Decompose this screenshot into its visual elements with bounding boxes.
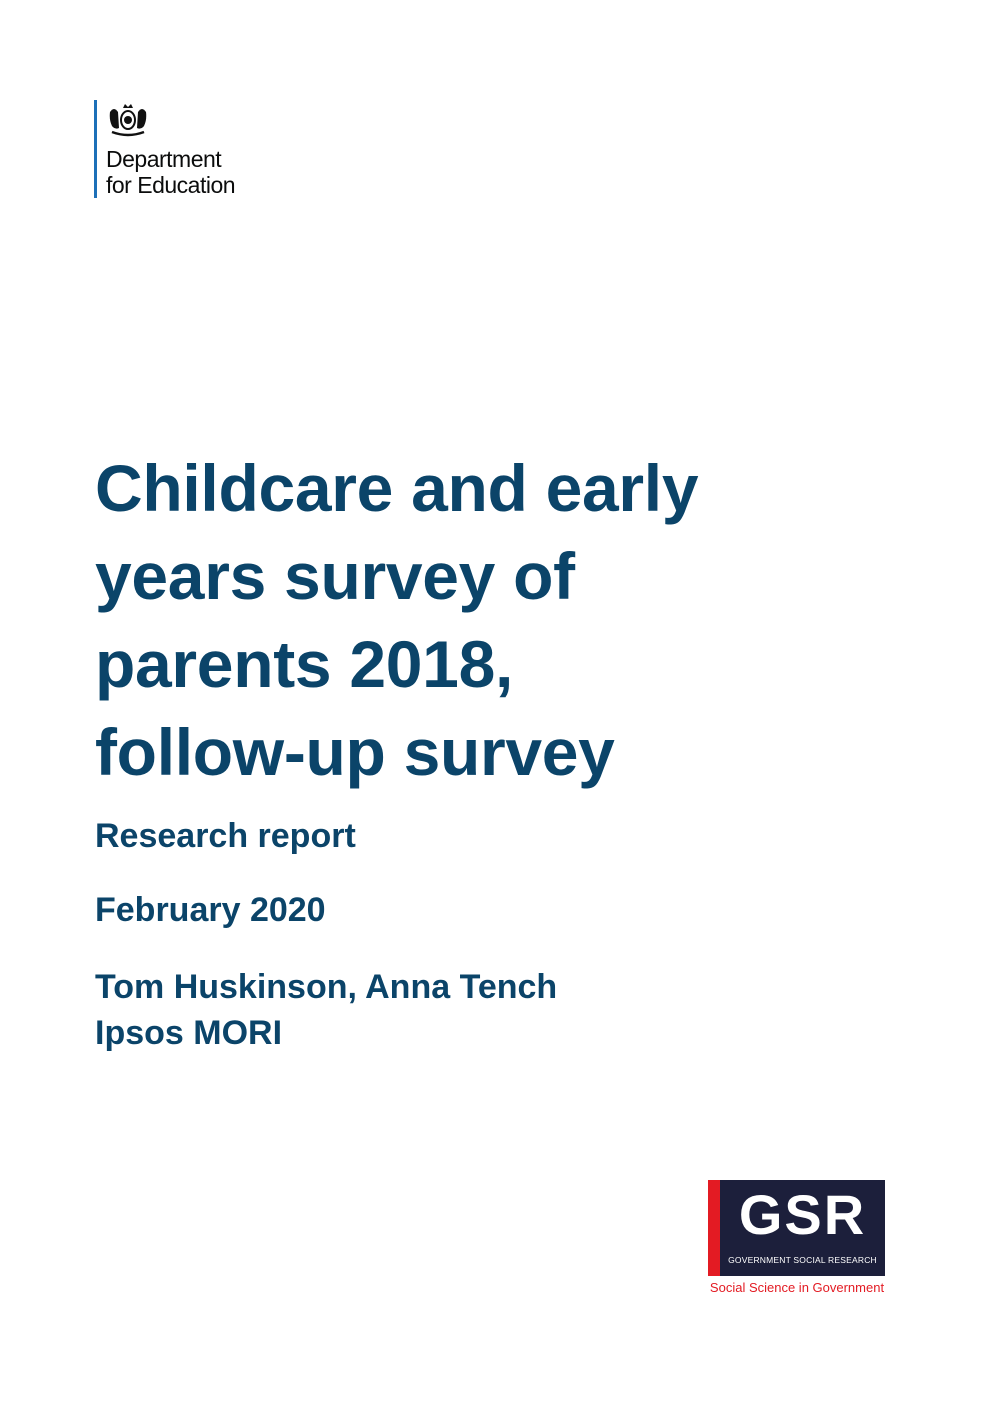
department-for-education-logo: Department for Education — [94, 100, 294, 200]
royal-coat-of-arms-icon — [109, 104, 147, 137]
gsr-logo-box: GSR GOVERNMENT SOCIAL RESEARCH — [720, 1180, 885, 1276]
title-line: years survey of — [95, 539, 575, 613]
gsr-red-accent — [708, 1180, 720, 1276]
gsr-logo: GSR GOVERNMENT SOCIAL RESEARCH Social Sc… — [708, 1180, 886, 1300]
department-name-line2: for Education — [106, 172, 236, 198]
title-line: parents 2018, — [95, 627, 514, 701]
department-name: Department for Education — [106, 146, 236, 198]
publication-date: February 2020 — [95, 891, 326, 929]
title-line: follow-up survey — [95, 715, 615, 789]
gsr-subtitle: GOVERNMENT SOCIAL RESEARCH — [728, 1255, 877, 1265]
author-organisation: Ipsos MORI — [95, 1014, 283, 1052]
report-type: Research report — [95, 817, 356, 855]
report-title: Childcare and early years survey of pare… — [95, 444, 895, 796]
department-name-line1: Department — [106, 146, 222, 172]
gsr-letters: GSR — [738, 1183, 867, 1246]
logo-divider-bar — [94, 100, 97, 198]
title-line: Childcare and early — [95, 451, 699, 525]
authors: Tom Huskinson, Anna Tench — [95, 968, 558, 1006]
gsr-tagline: Social Science in Government — [709, 1280, 885, 1295]
